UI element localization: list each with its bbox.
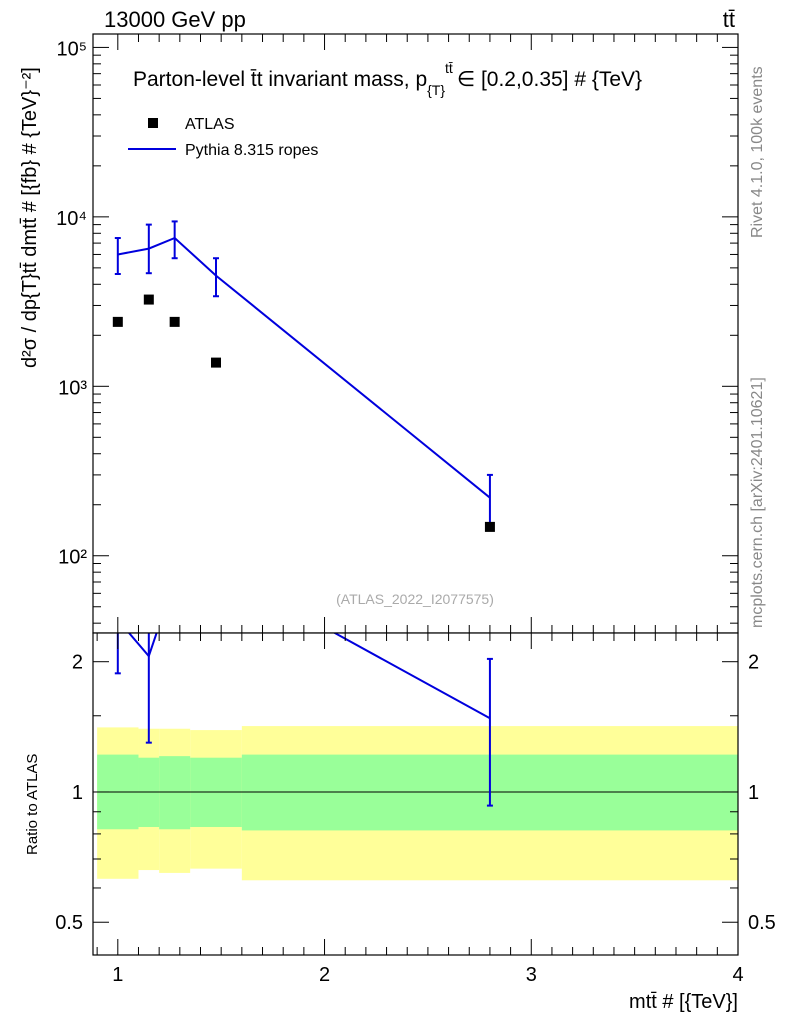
atlas-marker [169, 316, 180, 327]
ratio-y-label: Ratio to ATLAS [24, 754, 41, 855]
main-y-tick-label: 10⁴ [56, 208, 87, 230]
mcplots-label: mcplots.cern.ch [arXiv:2401.10621] [749, 377, 766, 628]
ratio-y-tick-label-right: 0.5 [748, 912, 776, 934]
main-plot-area [112, 220, 495, 532]
atlas-marker [211, 357, 222, 368]
atlas-marker [143, 294, 154, 305]
ratio-y-tick-label: 1 [72, 782, 83, 804]
main-y-tick-label: 10² [58, 547, 87, 569]
legend: ATLAS Pythia 8.315 ropes [128, 116, 318, 159]
main-title-range: ∈ [0.2,0.35] # {TeV} [457, 68, 642, 91]
x-tick-label: 2 [319, 964, 330, 986]
energy-label: 13000 GeV pp [104, 7, 246, 32]
ratio-axis-ticks: 0.5 0.5 1 1 2 2 1 2 3 4 [55, 633, 776, 986]
legend-label-pythia: Pythia 8.315 ropes [185, 142, 318, 159]
uncertainty-band-inner [159, 756, 191, 830]
x-tick-label: 4 [732, 964, 743, 986]
x-tick-label: 3 [526, 964, 537, 986]
ratio-y-tick-label: 2 [72, 652, 83, 674]
ratio-y-tick-label-right: 1 [748, 782, 759, 804]
main-panel: 10² 10³ 10⁴ 10⁵ Parton-level t̄t invariant … [19, 33, 739, 634]
ratio-pythia-line [127, 633, 491, 720]
watermark: (ATLAS_2022_I2077575) [336, 591, 494, 607]
main-title-superscript: tt̄ [445, 60, 453, 76]
main-y-tick-label: 10⁵ [56, 38, 87, 60]
main-title: Parton-level t̄t invariant mass, p{T}tt̄… [133, 60, 642, 98]
x-axis-label: mtt̄ # [{TeV}] [629, 991, 738, 1013]
atlas-marker [484, 521, 495, 532]
ratio-y-tick-label-right: 2 [748, 652, 759, 674]
legend-label-atlas: ATLAS [185, 116, 235, 133]
atlas-marker [112, 316, 123, 327]
ratio-plot-area [93, 633, 738, 881]
main-axis-ticks: 10² 10³ 10⁴ 10⁵ [56, 34, 739, 633]
main-y-label: d²σ / dp{T}tt̄ dmtt̄ # [{fb} # {TeV}⁻²] [19, 67, 41, 368]
ratio-panel: 0.5 0.5 1 1 2 2 1 2 3 4 Ratio to ATLAS mtt̄ # [{T… [24, 632, 776, 1013]
main-y-tick-label: 10³ [58, 377, 87, 399]
rivet-label: Rivet 4.1.0, 100k events [749, 66, 766, 238]
main-title-subscript: {T} [427, 82, 445, 98]
legend-marker-atlas [148, 118, 158, 128]
main-plot-frame [93, 34, 738, 633]
x-tick-label: 1 [112, 964, 123, 986]
process-label: tt̄ [723, 7, 735, 32]
ratio-y-tick-label: 0.5 [55, 912, 83, 934]
main-title-text: Parton-level t̄t invariant mass, p [133, 68, 427, 91]
